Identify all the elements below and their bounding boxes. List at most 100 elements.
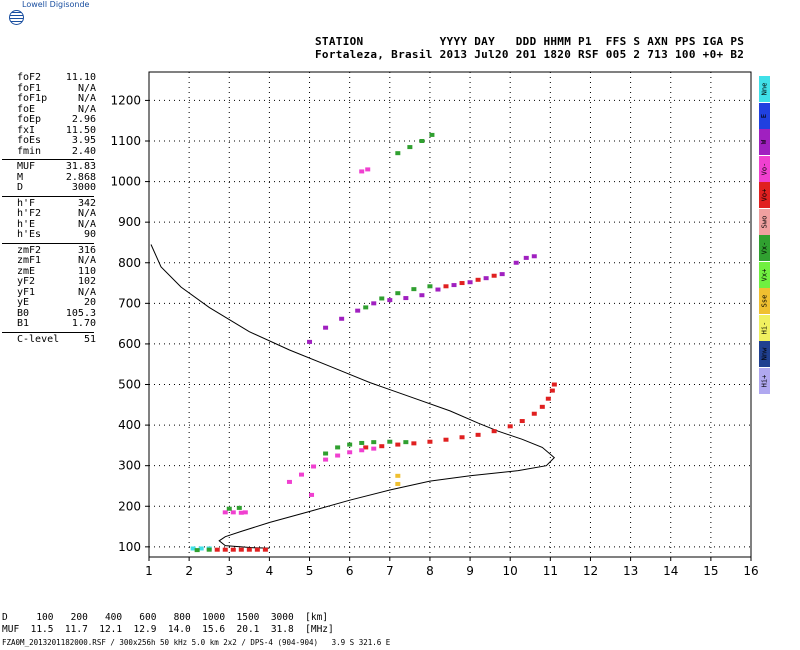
echo-point bbox=[491, 429, 497, 434]
echo-point bbox=[335, 445, 341, 450]
echo-point bbox=[363, 305, 369, 310]
param-label: C-level bbox=[17, 333, 60, 345]
echo-point bbox=[214, 547, 220, 552]
echo-point bbox=[379, 296, 385, 301]
legend-item-e: E bbox=[759, 102, 770, 129]
echo-point bbox=[429, 132, 435, 137]
param-value: N/A bbox=[77, 103, 96, 115]
legend-item-w: W bbox=[759, 129, 770, 155]
echo-point bbox=[483, 276, 489, 281]
param-value: 105.3 bbox=[65, 307, 96, 319]
echo-point bbox=[238, 510, 244, 515]
param-value: 2.868 bbox=[65, 171, 96, 183]
legend-label: Vo+ bbox=[760, 188, 769, 202]
echo-point bbox=[443, 284, 449, 289]
param-label: foF2 bbox=[17, 72, 42, 83]
echo-point bbox=[307, 339, 313, 344]
x-tick-label: 15 bbox=[703, 564, 718, 578]
echo-point bbox=[443, 437, 449, 442]
x-tick-label: 2 bbox=[185, 564, 193, 578]
param-label: zmF1 bbox=[17, 255, 42, 266]
echo-point bbox=[545, 396, 551, 401]
echo-point bbox=[475, 277, 481, 282]
echo-point bbox=[395, 481, 401, 486]
param-value: 3.95 bbox=[71, 135, 96, 146]
echo-point bbox=[323, 325, 329, 330]
echo-point bbox=[323, 457, 329, 462]
param-value: N/A bbox=[77, 82, 96, 94]
param-label: h'F bbox=[17, 197, 36, 209]
echo-point bbox=[539, 404, 545, 409]
echo-point bbox=[403, 296, 409, 301]
x-tick-label: 10 bbox=[503, 564, 518, 578]
echo-point bbox=[194, 548, 200, 553]
x-tick-label: 4 bbox=[266, 564, 274, 578]
echo-point bbox=[395, 151, 401, 156]
legend-item-nne: Nne bbox=[759, 76, 770, 102]
legend-label: W bbox=[760, 139, 769, 145]
legend-label: Swo bbox=[760, 215, 769, 228]
x-tick-label: 12 bbox=[583, 564, 598, 578]
echo-point bbox=[531, 254, 537, 259]
param-label: B1 bbox=[17, 318, 30, 329]
x-tick-label: 3 bbox=[225, 564, 233, 578]
param-value: N/A bbox=[77, 255, 96, 266]
param-label: zmF2 bbox=[17, 244, 42, 256]
y-tick-label: 1100 bbox=[110, 134, 141, 148]
legend-item-vxplus: Vx+ bbox=[759, 261, 770, 288]
echo-point bbox=[427, 439, 433, 444]
param-value: N/A bbox=[77, 286, 96, 298]
legend-label: Nnw bbox=[760, 347, 769, 361]
param-separator bbox=[2, 242, 94, 244]
y-tick-label: 700 bbox=[118, 296, 141, 310]
echo-point bbox=[347, 442, 353, 447]
echo-point bbox=[242, 510, 248, 515]
density-profile-line bbox=[150, 244, 556, 549]
legend-item-vominus: Vo- bbox=[759, 155, 770, 182]
y-tick-label: 200 bbox=[118, 499, 141, 513]
echo-point bbox=[427, 284, 433, 289]
echo-point bbox=[206, 547, 212, 552]
echo-point bbox=[459, 281, 465, 286]
legend-label: Hi- bbox=[760, 321, 769, 334]
legend-label: Vo- bbox=[760, 162, 769, 175]
echo-point bbox=[262, 547, 268, 552]
param-label: B0 bbox=[17, 307, 30, 319]
echo-point bbox=[335, 453, 341, 458]
echo-point bbox=[226, 506, 232, 511]
echo-point bbox=[387, 439, 393, 444]
legend-item-nnw: Nnw bbox=[759, 341, 770, 367]
param-label: yF2 bbox=[17, 276, 36, 287]
echo-point bbox=[403, 440, 409, 445]
echo-point bbox=[387, 298, 393, 303]
param-label: foEs bbox=[17, 135, 42, 146]
param-label: fmin bbox=[17, 145, 42, 157]
y-tick-label: 100 bbox=[118, 540, 141, 554]
legend-label: Hi+ bbox=[760, 374, 769, 387]
echo-point bbox=[551, 382, 557, 387]
echo-point bbox=[379, 444, 385, 449]
legend-item-voplus: Vo+ bbox=[759, 182, 770, 208]
echo-point bbox=[475, 432, 481, 437]
param-label: foF1 bbox=[17, 82, 42, 94]
echo-point bbox=[519, 419, 525, 424]
param-separator bbox=[2, 195, 94, 197]
echo-point bbox=[513, 260, 519, 265]
echo-point bbox=[491, 273, 497, 278]
x-tick-label: 5 bbox=[306, 564, 314, 578]
y-tick-label: 400 bbox=[118, 418, 141, 432]
echo-point bbox=[531, 411, 537, 416]
legend-item-swo: Swo bbox=[759, 208, 770, 235]
echo-point bbox=[198, 546, 204, 551]
param-label: h'F2 bbox=[17, 208, 42, 219]
param-value: 31.83 bbox=[65, 161, 96, 172]
echo-point bbox=[359, 440, 365, 445]
echo-point bbox=[363, 445, 369, 450]
param-label: yF1 bbox=[17, 286, 36, 298]
echo-point bbox=[395, 291, 401, 296]
param-label: foEp bbox=[17, 114, 42, 125]
y-tick-label: 500 bbox=[118, 378, 141, 392]
echo-point bbox=[435, 287, 441, 292]
legend-label: E bbox=[760, 113, 769, 118]
